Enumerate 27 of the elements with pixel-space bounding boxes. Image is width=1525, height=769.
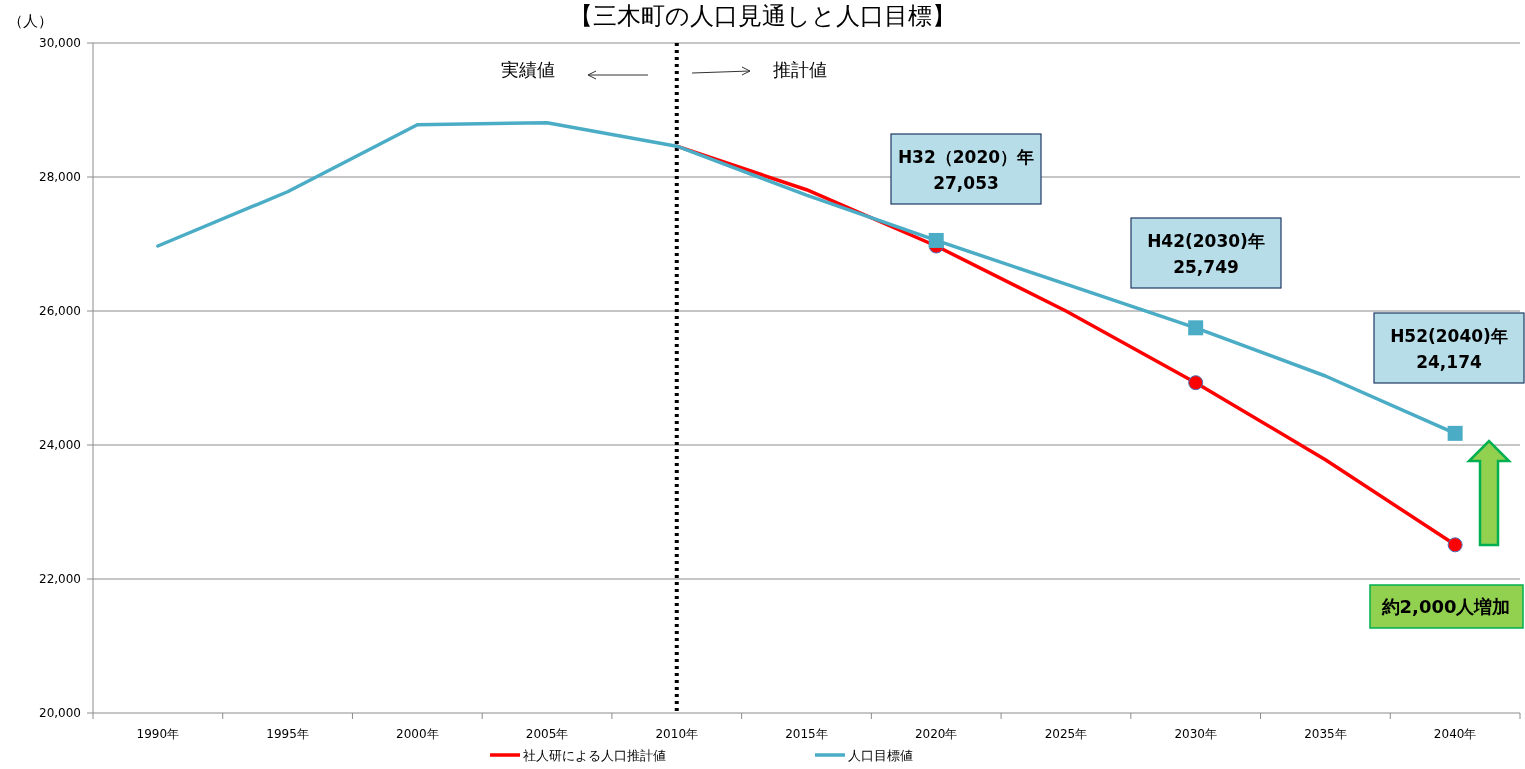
x-tick-label: 2005年 [525, 727, 569, 741]
y-tick-label: 20,000 [39, 706, 81, 720]
x-tick-label: 2015年 [785, 727, 828, 741]
annotation: 実績値 [501, 59, 555, 80]
y-tick-label: 30,000 [39, 36, 81, 50]
annotation: H52(2040)年 24,174 [1390, 326, 1508, 372]
annotation: H32（2020）年 27,053 [897, 147, 1035, 193]
chart-title: 【三木町の人口見通しと人口目標】 [569, 2, 956, 30]
x-tick-label: 2010年 [655, 727, 699, 741]
y-axis-title: （人） [8, 12, 53, 30]
annotation: 約2,000人増加 [1380, 596, 1511, 617]
x-tick-label: 1995年 [266, 727, 309, 741]
x-tick-label: 2000年 [396, 727, 439, 741]
x-tick-label: 2030年 [1174, 727, 1217, 741]
legend-label: 社人研による人口推計値 [523, 748, 666, 763]
x-tick-label: 2035年 [1304, 727, 1347, 741]
x-tick-label: 2020年 [914, 727, 958, 741]
y-tick-label: 26,000 [39, 304, 81, 318]
y-tick-label: 28,000 [39, 170, 81, 184]
annotation: 推計値 [773, 59, 827, 80]
x-tick-label: 1990年 [136, 727, 180, 741]
annotation: H42(2030)年 25,749 [1147, 231, 1265, 277]
y-tick-label: 22,000 [39, 572, 81, 586]
x-tick-label: 2040年 [1433, 727, 1477, 741]
y-tick-label: 24,000 [39, 438, 81, 452]
x-tick-label: 2025年 [1044, 727, 1088, 741]
legend-label: 人口目標値 [848, 748, 913, 763]
